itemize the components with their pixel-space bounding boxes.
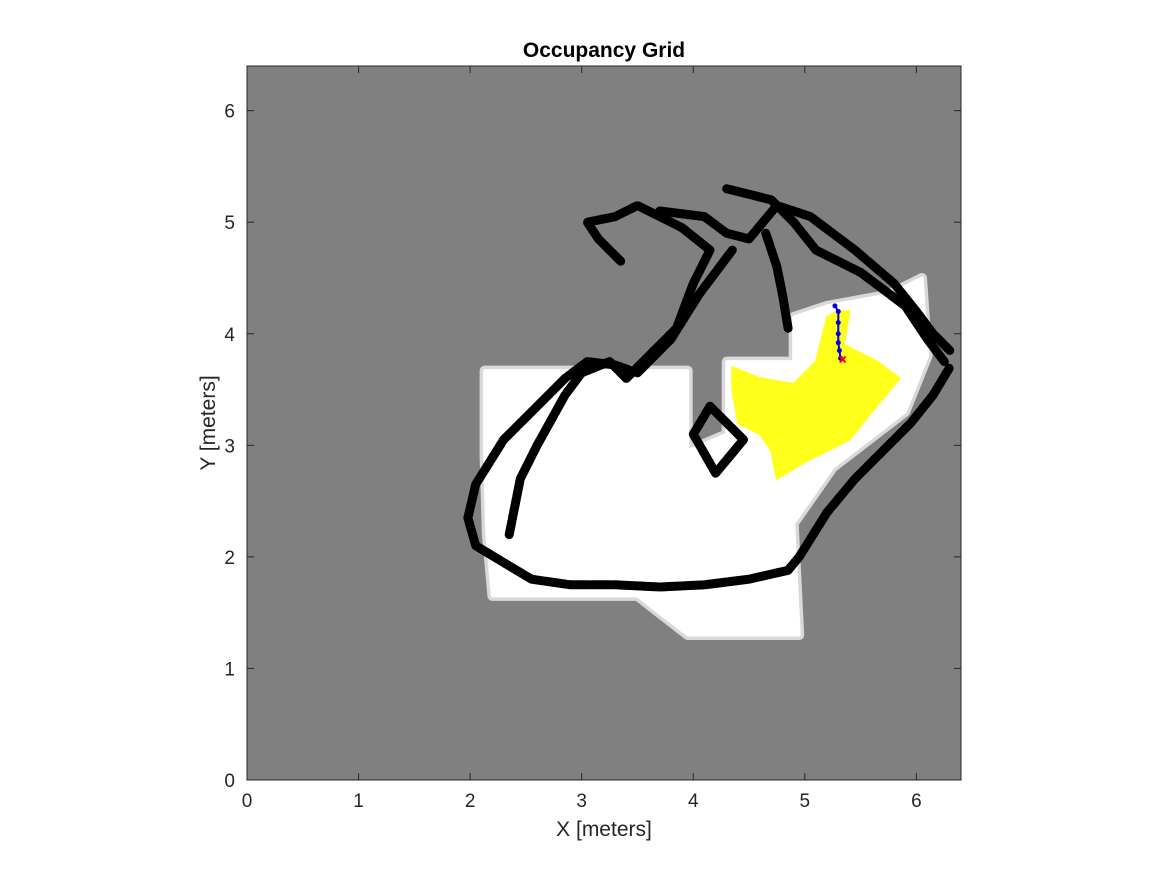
x-tick-label: 6 bbox=[911, 791, 922, 812]
x-tick-label: 4 bbox=[688, 791, 699, 812]
x-tick-label: 5 bbox=[800, 791, 811, 812]
occupied-wall-core bbox=[465, 364, 953, 590]
chart-title: Occupancy Grid bbox=[523, 39, 685, 62]
path-point bbox=[836, 347, 842, 353]
goal-marker bbox=[839, 355, 847, 364]
x-axis-label: X [meters] bbox=[556, 818, 652, 841]
path-point bbox=[835, 308, 841, 314]
path-point bbox=[835, 340, 841, 346]
y-tick-label: 3 bbox=[224, 436, 235, 457]
plot-frame bbox=[246, 65, 962, 781]
y-axis-ticks: 0 1 2 3 4 5 6 bbox=[224, 102, 961, 792]
map-layer bbox=[463, 184, 955, 640]
y-tick-label: 1 bbox=[224, 659, 235, 680]
path-point bbox=[835, 320, 841, 326]
y-tick-label: 2 bbox=[224, 548, 235, 569]
x-tick-label: 3 bbox=[576, 791, 587, 812]
x-tick-label: 2 bbox=[465, 791, 476, 812]
path-point bbox=[832, 303, 838, 309]
y-tick-label: 6 bbox=[224, 102, 235, 123]
y-axis-label: Y [meters] bbox=[197, 375, 220, 470]
frontier-region bbox=[731, 310, 901, 480]
path-point bbox=[835, 331, 841, 337]
goal-marker-stroke bbox=[839, 355, 847, 364]
x-tick-label: 1 bbox=[353, 791, 364, 812]
occupied-wall-core bbox=[724, 186, 947, 365]
occupied-wall-core bbox=[465, 247, 735, 521]
y-tick-label: 4 bbox=[224, 325, 235, 346]
y-tick-label: 0 bbox=[224, 771, 235, 792]
occupied-wall-core bbox=[690, 403, 746, 476]
occupied-wall-core bbox=[506, 203, 713, 538]
x-axis-ticks: 0 1 2 3 4 5 6 bbox=[242, 66, 922, 812]
x-tick-label: 0 bbox=[242, 791, 253, 812]
occupied-wall-core bbox=[763, 230, 791, 331]
y-tick-label: 5 bbox=[224, 213, 235, 234]
occupied-wall-core bbox=[657, 203, 953, 353]
